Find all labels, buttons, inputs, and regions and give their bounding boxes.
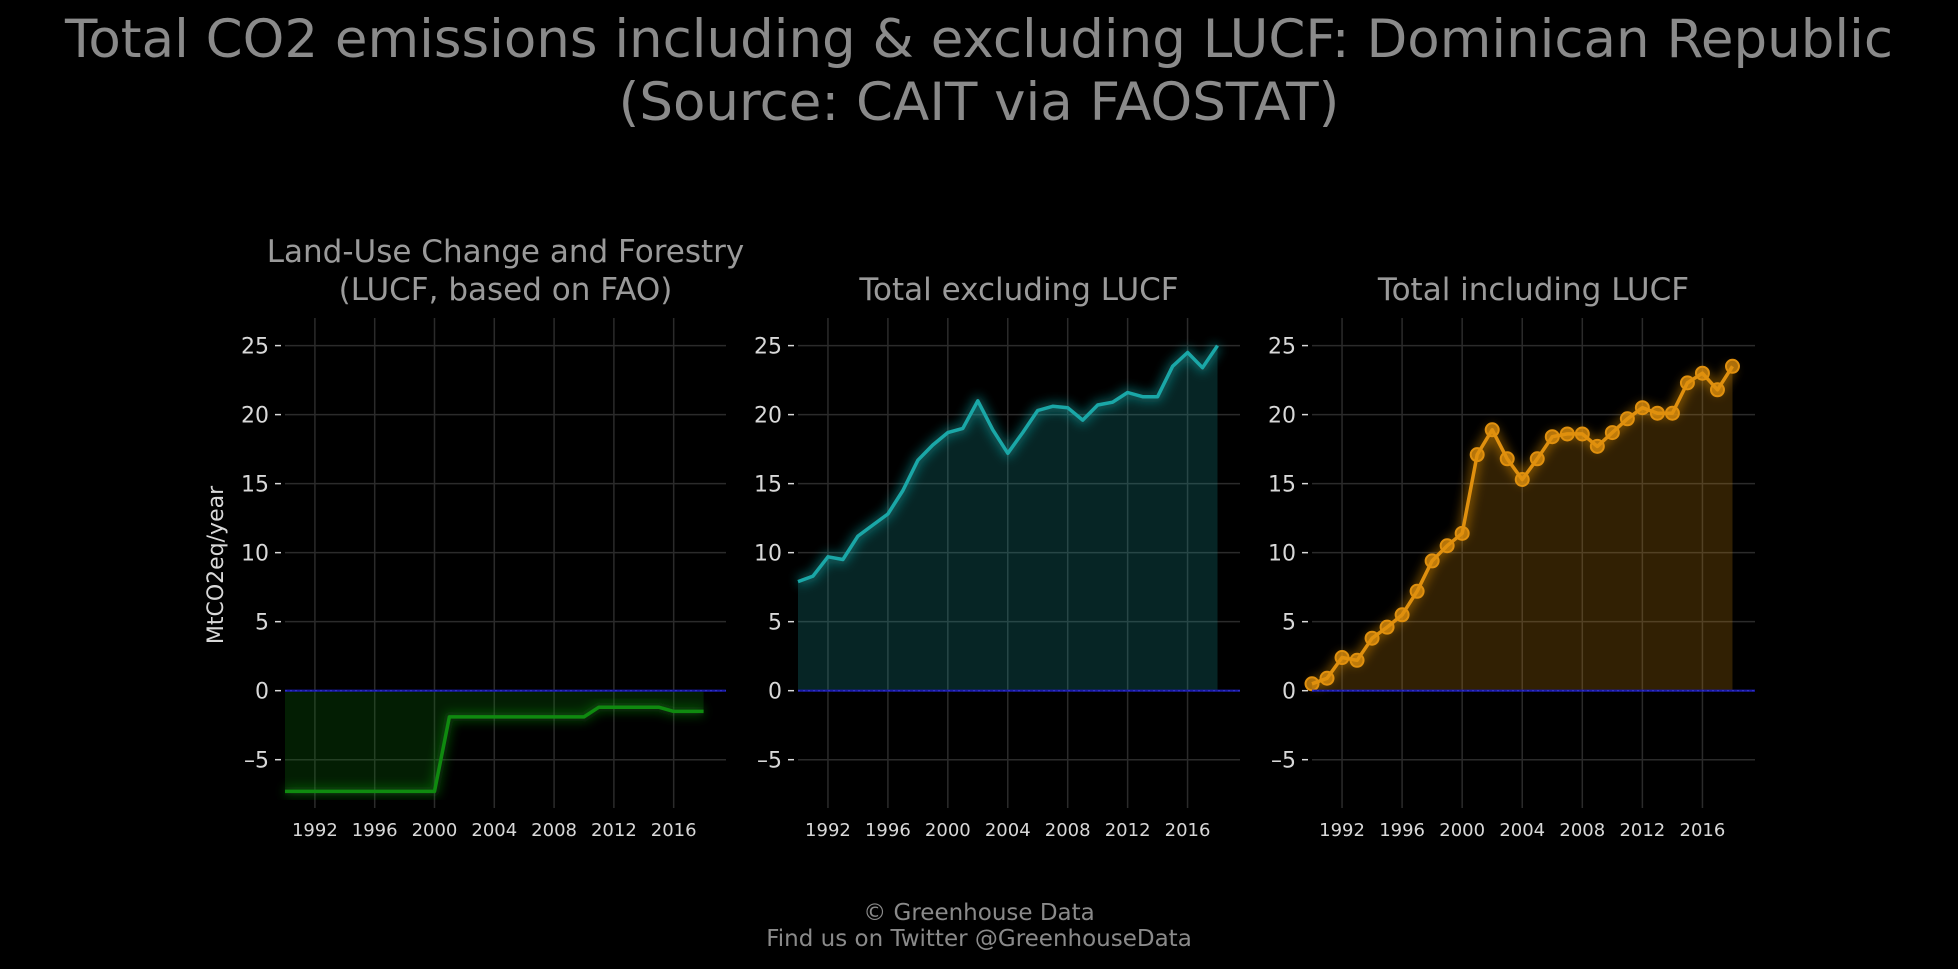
y-tick-label: 20 — [754, 404, 782, 429]
x-tick-label: 2012 — [1105, 820, 1151, 841]
data-point — [1649, 405, 1665, 421]
x-tick-label: 1992 — [292, 820, 338, 841]
y-tick-label: 5 — [1282, 611, 1296, 636]
y-tick-label: 5 — [768, 611, 782, 636]
data-point — [1499, 451, 1515, 467]
data-point — [1439, 538, 1455, 554]
y-tick-label: 25 — [1268, 335, 1296, 360]
panel-title: Land-Use Change and Forestry — [267, 234, 745, 270]
y-tick-label: 0 — [1282, 680, 1296, 705]
data-point — [1604, 425, 1620, 441]
data-point — [1664, 405, 1680, 421]
data-point — [1349, 652, 1365, 668]
y-tick-label: 25 — [754, 335, 782, 360]
data-point — [1619, 411, 1635, 427]
y-tick-label: 10 — [241, 542, 269, 567]
data-point — [1454, 525, 1470, 541]
data-point — [1364, 630, 1380, 646]
x-tick-label: 2012 — [1619, 820, 1665, 841]
data-point — [1724, 358, 1740, 374]
data-point — [1709, 382, 1725, 398]
x-tick-label: 1996 — [352, 820, 398, 841]
panel-title: Total excluding LUCF — [858, 272, 1178, 308]
y-tick-label: 15 — [754, 473, 782, 498]
data-point — [1529, 451, 1545, 467]
x-tick-label: 2008 — [1559, 820, 1605, 841]
y-tick-label: 20 — [1268, 404, 1296, 429]
data-point — [1544, 429, 1560, 445]
data-point — [1679, 375, 1695, 391]
data-point — [1319, 670, 1335, 686]
chart-title-line-1: Total CO2 emissions including & excludin… — [65, 9, 1893, 70]
x-tick-label: 2008 — [531, 820, 577, 841]
chart-title-line-2: (Source: CAIT via FAOSTAT) — [618, 72, 1340, 133]
y-tick-label: 15 — [1268, 473, 1296, 498]
x-tick-label: 1992 — [1319, 820, 1365, 841]
y-tick-label: 20 — [241, 404, 269, 429]
data-point — [1379, 619, 1395, 635]
data-point — [1304, 676, 1320, 692]
credits-twitter: Find us on Twitter @GreenhouseData — [766, 926, 1192, 952]
data-point — [1574, 426, 1590, 442]
y-tick-label: 10 — [1268, 542, 1296, 567]
data-point — [1559, 426, 1575, 442]
data-point — [1424, 553, 1440, 569]
y-tick-label: 10 — [754, 542, 782, 567]
y-tick-label: –5 — [757, 749, 782, 774]
area-lucf — [285, 690, 704, 792]
data-point — [1694, 365, 1710, 381]
x-tick-label: 1996 — [865, 820, 911, 841]
y-tick-label: 5 — [255, 611, 269, 636]
x-tick-label: 2016 — [1165, 820, 1211, 841]
credits-copyright: © Greenhouse Data — [863, 900, 1095, 926]
x-tick-label: 2004 — [985, 820, 1031, 841]
x-tick-label: 2000 — [925, 820, 971, 841]
x-tick-label: 2016 — [1680, 820, 1726, 841]
x-tick-label: 2008 — [1045, 820, 1091, 841]
panel-excl: 25 20 15 10 5 0 –5 1992 1996 2000 2004 2008 2012 2016… — [754, 272, 1240, 841]
data-point — [1469, 447, 1485, 463]
data-point — [1394, 607, 1410, 623]
y-tick-label: 15 — [241, 473, 269, 498]
y-tick-label: 25 — [241, 335, 269, 360]
y-tick-label: –5 — [244, 749, 269, 774]
credits: © Greenhouse Data Find us on Twitter @Gr… — [0, 900, 1958, 952]
x-tick-label: 2016 — [651, 820, 697, 841]
panel-title: (LUCF, based on FAO) — [339, 272, 673, 308]
series-line-excl — [797, 344, 1219, 584]
data-point — [1409, 583, 1425, 599]
x-tick-label: 1996 — [1379, 820, 1425, 841]
x-tick-label: 2004 — [471, 820, 517, 841]
panel-lucf: 25 20 15 10 5 0 –5 1992 1996 2000 2004 2008 2012 2016… — [241, 234, 744, 841]
y-tick-label: 0 — [255, 680, 269, 705]
y-axis-label: MtCO2eq/year — [204, 485, 229, 644]
data-point — [1334, 650, 1350, 666]
x-tick-label: 1992 — [805, 820, 851, 841]
data-point — [1589, 438, 1605, 454]
y-tick-label: –5 — [1271, 749, 1296, 774]
x-tick-label: 2000 — [1439, 820, 1485, 841]
data-point — [1514, 471, 1530, 487]
panel-title: Total including LUCF — [1377, 272, 1689, 308]
series-line-lucf — [285, 705, 704, 794]
x-tick-label: 2004 — [1499, 820, 1545, 841]
chart-title: Total CO2 emissions including & excludin… — [0, 8, 1958, 134]
area-incl — [1312, 366, 1733, 691]
x-tick-label: 2000 — [412, 820, 458, 841]
x-tick-label: 2012 — [591, 820, 637, 841]
area-excl — [798, 345, 1218, 691]
data-point — [1484, 422, 1500, 438]
data-point — [1634, 400, 1650, 416]
panel-incl: 25 20 15 10 5 0 –5 1992 1996 2000 2004 2008 2012 2016… — [1268, 272, 1755, 841]
y-tick-label: 0 — [768, 680, 782, 705]
